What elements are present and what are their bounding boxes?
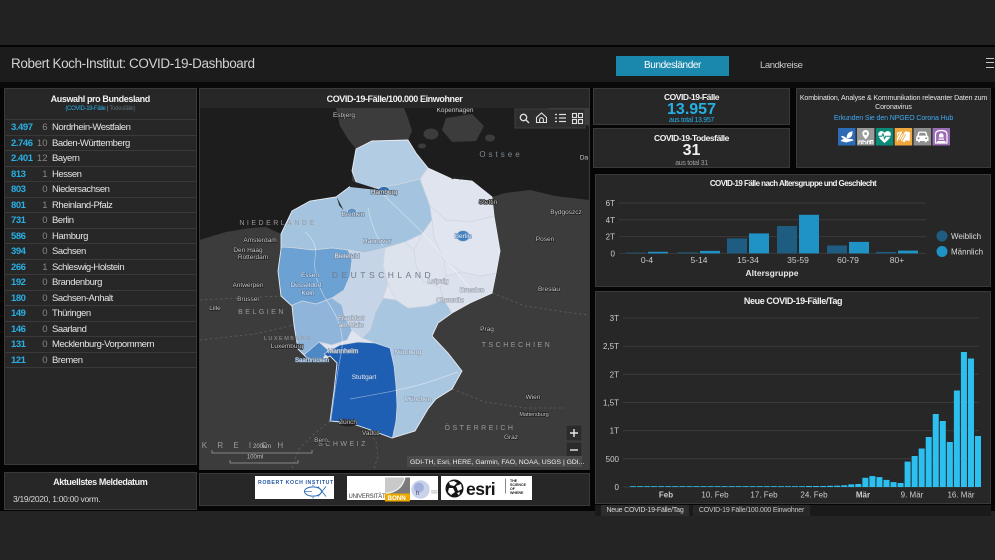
svg-text:OF: OF <box>510 487 516 491</box>
svg-text:9. Mär: 9. Mär <box>901 491 924 500</box>
svg-text:Bielefeld: Bielefeld <box>335 253 360 260</box>
svg-text:Bremen: Bremen <box>342 211 365 218</box>
svg-text:35-59: 35-59 <box>787 255 809 265</box>
svg-text:Esbjerg: Esbjerg <box>333 112 355 119</box>
svg-text:15-34: 15-34 <box>737 255 759 265</box>
svg-text:Rotterdam: Rotterdam <box>238 254 268 261</box>
svg-text:Bydgoszcz: Bydgoszcz <box>550 209 581 216</box>
svg-text:Köln: Köln <box>301 290 314 297</box>
svg-text:ÖSTERREICH: ÖSTERREICH <box>445 424 516 432</box>
svg-text:WHERE: WHERE <box>510 491 524 495</box>
svg-text:Graz: Graz <box>504 434 518 441</box>
svg-text:THE: THE <box>510 479 518 483</box>
svg-text:Breslau: Breslau <box>538 286 560 293</box>
svg-text:Zürich: Zürich <box>339 419 357 426</box>
svg-text:Da: Da <box>580 155 589 162</box>
svg-text:6T: 6T <box>606 199 615 208</box>
svg-text:Nürnberg: Nürnberg <box>394 349 421 356</box>
svg-text:Mannheim: Mannheim <box>328 348 358 355</box>
svg-text:5-14: 5-14 <box>690 255 707 265</box>
svg-text:NIEDERLANDE: NIEDERLANDE <box>239 220 316 227</box>
svg-text:0-4: 0-4 <box>641 255 654 265</box>
svg-text:Essen: Essen <box>301 272 319 279</box>
svg-text:SCHWEIZ: SCHWEIZ <box>318 441 368 448</box>
svg-text:Posen: Posen <box>536 236 555 243</box>
svg-text:16. Mär: 16. Mär <box>947 491 974 500</box>
svg-text:DEUTSCHLAND: DEUTSCHLAND <box>332 270 434 280</box>
svg-text:UNIVERSITÄT: UNIVERSITÄT <box>349 493 387 500</box>
svg-text:Den Haag: Den Haag <box>233 247 263 254</box>
svg-text:Amsterdam: Amsterdam <box>243 237 276 244</box>
svg-text:Mattersburg: Mattersburg <box>519 412 548 418</box>
svg-text:2T: 2T <box>606 233 615 242</box>
svg-text:Vaduz: Vaduz <box>362 430 380 437</box>
svg-text:2T: 2T <box>610 370 619 379</box>
svg-text:Stuttgart: Stuttgart <box>352 374 377 381</box>
svg-text:SCIENCE: SCIENCE <box>510 483 527 487</box>
svg-text:BELGIEN: BELGIEN <box>238 309 286 316</box>
svg-text:BONN: BONN <box>388 495 407 502</box>
svg-text:Mär: Mär <box>856 491 870 500</box>
svg-text:Chemnitz: Chemnitz <box>436 297 463 304</box>
svg-text:60-79: 60-79 <box>837 255 859 265</box>
svg-text:Feb: Feb <box>659 491 673 500</box>
svg-text:Dresden: Dresden <box>460 287 485 294</box>
svg-text:Antwerpen: Antwerpen <box>232 282 263 289</box>
svg-text:h: h <box>416 491 419 497</box>
svg-text:Brüssel: Brüssel <box>237 296 259 303</box>
svg-text:Hamburg: Hamburg <box>371 189 398 196</box>
svg-text:Luxemburg: Luxemburg <box>271 343 304 350</box>
svg-text:Lille: Lille <box>209 305 221 312</box>
svg-text:Altersgruppe: Altersgruppe <box>746 268 799 278</box>
svg-text:Bern: Bern <box>314 437 328 444</box>
svg-text:24. Feb: 24. Feb <box>800 491 828 500</box>
svg-text:esri: esri <box>466 479 495 499</box>
svg-text:2,5T: 2,5T <box>603 342 619 351</box>
svg-text:Ostsee: Ostsee <box>479 150 522 159</box>
svg-text:200km: 200km <box>253 444 271 450</box>
svg-text:0: 0 <box>611 249 616 258</box>
svg-text:Leipzig: Leipzig <box>428 278 449 285</box>
svg-text:am Main: am Main <box>339 322 364 329</box>
svg-text:Saarbrücken: Saarbrücken <box>295 358 329 364</box>
svg-text:3T: 3T <box>610 314 619 323</box>
svg-text:1,5T: 1,5T <box>603 399 619 408</box>
svg-text:LUXEMBURG: LUXEMBURG <box>264 336 312 342</box>
svg-text:Wien: Wien <box>526 394 541 401</box>
svg-text:Kopenhagen: Kopenhagen <box>437 108 474 114</box>
svg-text:500: 500 <box>606 455 620 464</box>
svg-text:GDI-TH, Esri, HERE, Garmin, FA: GDI-TH, Esri, HERE, Garmin, FAO, NOAA, U… <box>410 459 584 466</box>
svg-text:1T: 1T <box>610 427 619 436</box>
svg-text:17. Feb: 17. Feb <box>750 491 778 500</box>
svg-text:Stettin: Stettin <box>479 199 498 206</box>
svg-text:100ml: 100ml <box>247 455 263 461</box>
svg-text:München: München <box>405 396 432 403</box>
svg-text:F R A N K R E I C H: F R A N K R E I C H <box>200 441 287 450</box>
svg-text:Düsseldorf: Düsseldorf <box>290 282 321 289</box>
svg-text:Weiblich: Weiblich <box>951 232 981 241</box>
svg-text:4T: 4T <box>606 216 615 225</box>
svg-text:10. Feb: 10. Feb <box>701 491 729 500</box>
svg-text:TSCHECHIEN: TSCHECHIEN <box>482 342 553 349</box>
svg-text:0: 0 <box>615 483 620 492</box>
svg-text:ROBERT KOCH INSTITUT: ROBERT KOCH INSTITUT <box>258 480 334 486</box>
svg-text:Männlich: Männlich <box>951 248 983 257</box>
svg-text:Frankfurt: Frankfurt <box>338 315 364 322</box>
svg-text:Berlin: Berlin <box>455 233 472 240</box>
svg-text:Hannover: Hannover <box>363 238 392 245</box>
svg-text:80+: 80+ <box>890 255 904 265</box>
svg-text:Prag: Prag <box>480 326 494 333</box>
